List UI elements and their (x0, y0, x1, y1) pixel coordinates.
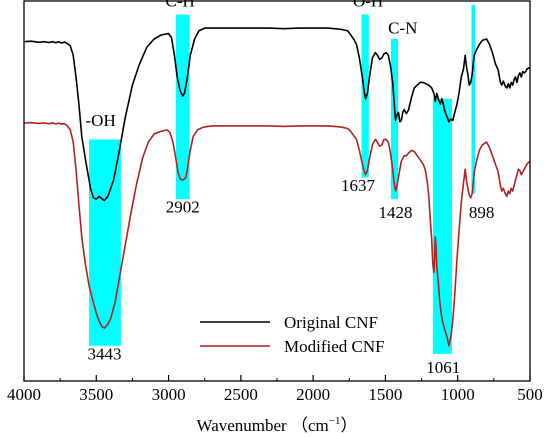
highlight-band-1 (175, 14, 190, 200)
peak-annotation: C-N (388, 19, 417, 38)
peak-annotation: O-H (353, 0, 383, 10)
peak-annotation: 1428 (379, 203, 413, 222)
x-tick-label: 1000 (441, 385, 475, 404)
spectrum-lines (23, 27, 531, 347)
peak-annotation: -OH (86, 111, 116, 130)
x-tick-label: 2000 (296, 385, 330, 404)
x-tick-label: 3500 (79, 385, 113, 404)
series-line-modified-cnf (23, 121, 531, 347)
x-axis-title: Wavenumber （cm−1） (197, 415, 358, 435)
peak-annotation: 1061 (426, 358, 460, 377)
highlight-band-4 (432, 98, 452, 354)
peak-annotation: 1637 (341, 176, 376, 195)
peak-annotation: 898 (469, 203, 495, 222)
x-tick-label: 1500 (368, 385, 402, 404)
series-line-original-cnf (23, 27, 531, 202)
x-axis-ticks: 4000 3500 3000 2500 2000 1500 1000 500 (7, 375, 543, 404)
legend-label-modified: Modified CNF (284, 337, 385, 356)
x-axis-title-close: ） (340, 416, 357, 435)
x-tick-label: 500 (517, 385, 543, 404)
peak-annotation: 2902 (166, 198, 200, 217)
legend-label-original: Original CNF (284, 313, 378, 332)
x-axis-title-superscript: −1 (329, 415, 341, 427)
highlight-band-3 (390, 39, 399, 200)
peak-annotation: C-H (165, 0, 194, 10)
x-tick-label: 4000 (7, 385, 41, 404)
legend: Original CNF Modified CNF (200, 313, 385, 356)
highlight-band-5 (471, 5, 476, 194)
highlight-bands (89, 5, 476, 354)
x-tick-label: 3000 (152, 385, 186, 404)
x-tick-label: 2500 (224, 385, 258, 404)
peak-annotation: 3443 (88, 344, 122, 363)
x-axis-title-main: Wavenumber （cm (197, 416, 329, 435)
